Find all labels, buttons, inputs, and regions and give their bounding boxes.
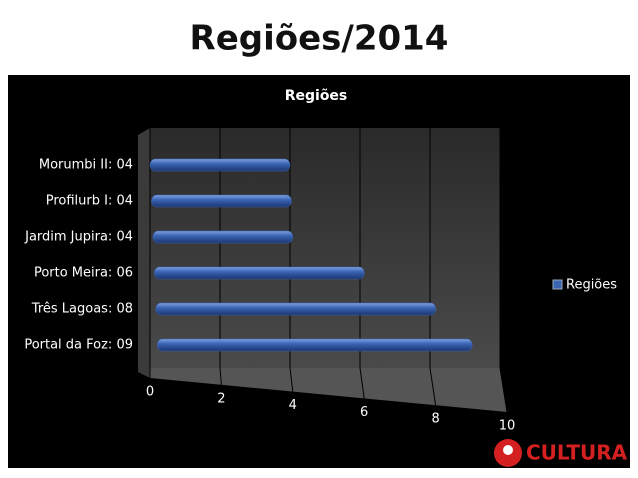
slide-title: Regiões/2014: [190, 19, 449, 59]
grid-line: [499, 128, 508, 413]
bar: [149, 158, 291, 172]
legend-swatch: [552, 279, 563, 290]
x-tick-label: 8: [431, 412, 439, 427]
bar: [152, 230, 294, 244]
floor: [150, 368, 507, 412]
y-tick-label: Jardim Jupira: 04: [24, 230, 133, 245]
y-tick-label: Morumbi II: 04: [39, 158, 133, 173]
x-tick-label: 4: [289, 398, 297, 413]
x-tick-label: 2: [217, 391, 225, 406]
side-wall: [138, 128, 150, 378]
grid-line: [429, 128, 437, 406]
legend-label: Regiões: [566, 278, 617, 293]
grid-line: [219, 128, 222, 385]
chart-title: Regiões: [285, 88, 348, 104]
y-tick-label: Porto Meira: 06: [34, 266, 133, 281]
y-tick-label: Profilurb I: 04: [46, 194, 133, 209]
y-tick-label: Portal da Foz: 09: [24, 338, 133, 353]
logo-icon-dot: [503, 445, 513, 455]
grid-line: [359, 128, 365, 399]
logo: CULTURA: [494, 439, 628, 467]
x-tick-label: 6: [360, 405, 368, 420]
bar: [156, 338, 473, 352]
x-tick-label: 0: [146, 385, 154, 400]
x-tick-label: 10: [499, 419, 516, 434]
y-tick-label: Três Lagoas: 08: [31, 302, 133, 317]
bar: [151, 194, 292, 208]
grid-line: [289, 128, 294, 392]
bar: [155, 302, 437, 316]
bar: [154, 266, 365, 280]
logo-text: CULTURA: [526, 441, 628, 465]
